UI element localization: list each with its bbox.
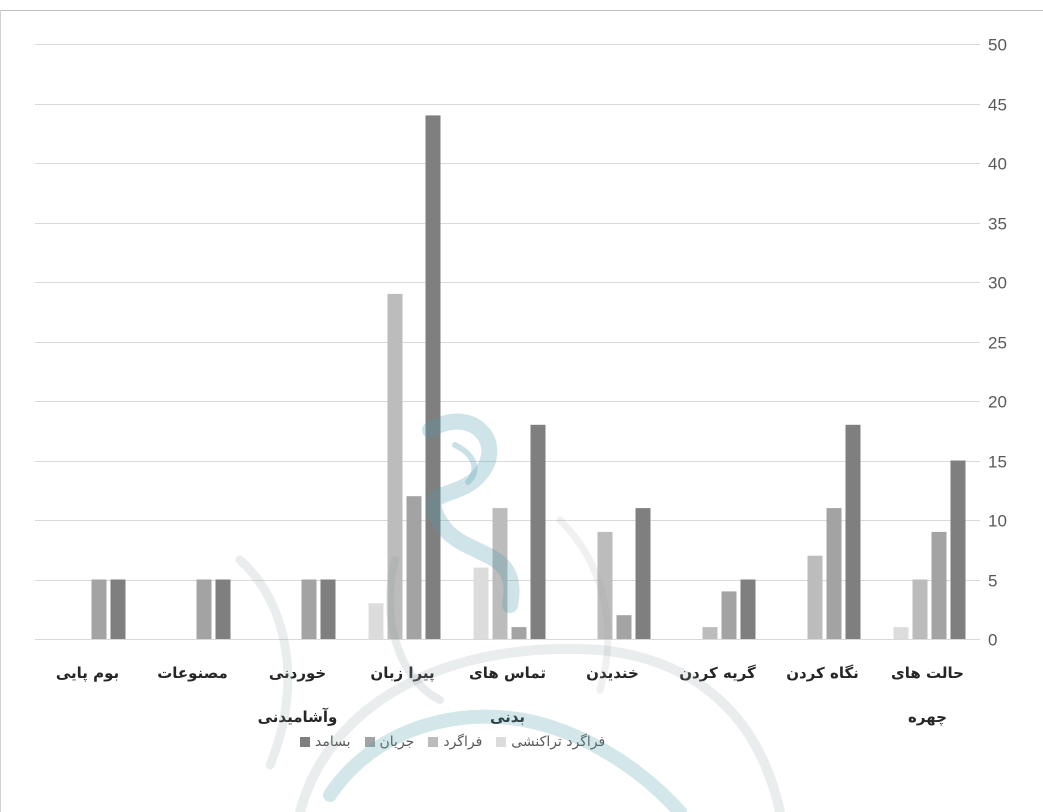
bar-series-3-category-2: [807, 555, 823, 639]
bar-series-2-category-8: [196, 579, 212, 639]
y-tick-label: 20: [988, 393, 1007, 412]
legend-label: فراگرد تراکنشی: [511, 734, 606, 750]
y-tick-label: 45: [988, 96, 1007, 115]
legend-item-series-2: جریان: [364, 734, 415, 750]
bar-series-1-category-5: [530, 424, 546, 639]
y-tick-label: 35: [988, 215, 1007, 234]
bar-series-2-category-9: [91, 579, 107, 639]
bar-series-1-category-7: [320, 579, 336, 639]
x-tick-label: بوم پایی: [55, 664, 120, 682]
y-tick-label: 50: [988, 36, 1007, 55]
legend-swatch: [496, 737, 507, 747]
legend-label: فراگرد: [443, 734, 483, 750]
bar-series-2-category-7: [301, 579, 317, 639]
y-tick-label: 40: [988, 155, 1007, 174]
legend-swatch: [300, 737, 310, 747]
y-tick-label: 0: [988, 631, 997, 650]
legend: بسامد جریان فراگرد فراگرد تراکنشی: [300, 734, 605, 750]
y-axis: 0 5 10 15 20 25 30 35 40 45 50: [988, 36, 1007, 650]
bar-series-1-category-2: [845, 424, 861, 639]
legend-item-series-1: بسامد: [300, 734, 351, 750]
legend-item-series-3: فراگرد: [428, 734, 482, 750]
bar-series-1-category-9: [110, 579, 126, 639]
bar-series-2-category-2: [826, 508, 842, 639]
bar-series-1-category-6: [425, 115, 441, 639]
y-tick-label: 15: [988, 453, 1007, 472]
x-tick-label: تماس های بدنی: [468, 664, 547, 726]
x-tick-label: گریه کردن: [679, 664, 756, 682]
y-tick-label: 10: [988, 512, 1007, 531]
x-tick-label: خوردنی وآشامیدنی: [257, 664, 338, 726]
bar-series-3-category-4: [597, 531, 613, 639]
x-tick-label: نگاه کردن: [786, 664, 859, 682]
bar-series-2-category-1: [931, 531, 947, 639]
bars: [91, 115, 966, 639]
bar-series-2-category-3: [721, 591, 737, 639]
bar-series-1-category-8: [215, 579, 231, 639]
bar-series-1-category-1: [950, 460, 966, 639]
legend-label: بسامد: [315, 734, 351, 750]
y-tick-label: 25: [988, 334, 1007, 353]
x-tick-label: پیرا زبان: [370, 664, 435, 682]
y-tick-label: 30: [988, 274, 1007, 293]
legend-swatch: [364, 737, 375, 747]
legend-item-series-4: فراگرد تراکنشی: [496, 734, 605, 750]
x-tick-label: مصنوعات: [157, 664, 228, 682]
bar-series-4-category-5: [473, 567, 489, 639]
bar-series-3-category-3: [702, 627, 718, 639]
legend-label: جریان: [379, 734, 415, 750]
bar-series-4-category-6: [368, 603, 384, 639]
legend-swatch: [428, 737, 439, 747]
bar-series-1-category-3: [740, 579, 756, 639]
bar-series-3-category-5: [492, 508, 508, 639]
bar-series-3-category-6: [387, 293, 403, 639]
x-tick-label: حالت های چهره: [891, 664, 964, 726]
y-tick-label: 5: [988, 572, 997, 591]
bar-series-2-category-6: [406, 496, 422, 639]
bar-series-3-category-1: [912, 579, 928, 639]
bar-series-1-category-4: [635, 508, 651, 639]
x-tick-label: خندیدن: [586, 664, 639, 682]
bar-series-2-category-4: [616, 615, 632, 639]
bar-series-4-category-1: [893, 627, 909, 639]
bar-series-2-category-5: [511, 627, 527, 639]
